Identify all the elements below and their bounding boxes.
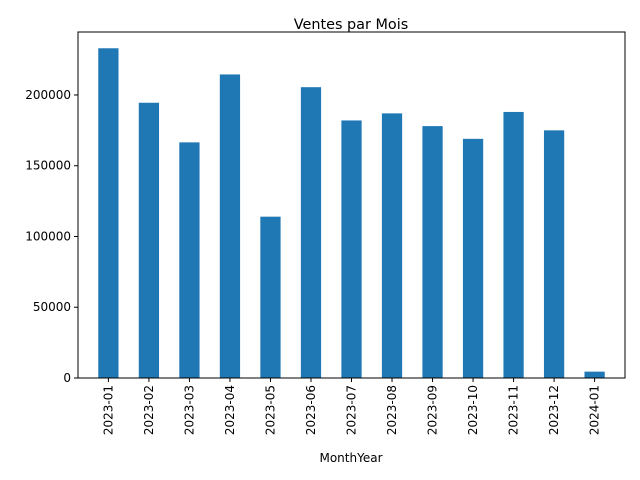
- bar-2023-09: [422, 126, 443, 378]
- bar-2023-11: [503, 111, 524, 378]
- y-axis-ticks: 0 50000 100000 150000 200000: [25, 88, 78, 385]
- bar-2023-02: [138, 102, 160, 378]
- y-tick-label: 0: [63, 371, 71, 385]
- bar-2023-08: [381, 113, 403, 378]
- x-tick-label: 2023-01: [101, 385, 115, 435]
- bar-2023-01: [98, 48, 119, 379]
- x-tick-label: 2023-04: [223, 385, 237, 435]
- bar-2023-12: [543, 130, 565, 378]
- y-tick-label: 100000: [25, 229, 71, 243]
- bar-2023-03: [179, 142, 200, 378]
- plot-frame: [77, 31, 626, 379]
- bar-2023-04: [219, 74, 241, 379]
- x-tick-label: 2023-07: [345, 385, 359, 435]
- x-tick-label: 2023-11: [507, 385, 521, 435]
- x-tick-label: 2023-10: [466, 385, 480, 435]
- x-tick-label: 2023-08: [385, 385, 399, 435]
- bar-2024-01: [584, 371, 605, 378]
- bar-2023-07: [341, 120, 362, 379]
- x-tick-label: 2023-06: [304, 385, 318, 435]
- bar-2023-06: [300, 87, 322, 378]
- bar-2023-10: [462, 138, 484, 378]
- chart-title: Ventes par Mois: [294, 17, 408, 33]
- x-tick-label: 2023-12: [547, 385, 561, 435]
- x-tick-label: 2023-09: [426, 385, 440, 435]
- x-axis-ticks: 2023-01 2023-02 2023-03 2023-04 2023-05 2023-…: [101, 378, 602, 435]
- bar-2023-05: [260, 216, 281, 378]
- y-tick-label: 200000: [25, 88, 71, 102]
- x-axis-label: MonthYear: [319, 451, 382, 465]
- x-tick-label: 2023-03: [182, 385, 196, 435]
- x-tick-label: 2024-01: [588, 385, 602, 435]
- y-tick-label: 50000: [33, 300, 71, 314]
- bars-group: [98, 48, 605, 379]
- y-tick-label: 150000: [25, 159, 71, 173]
- x-tick-label: 2023-02: [142, 385, 156, 435]
- x-tick-label: 2023-05: [263, 385, 277, 435]
